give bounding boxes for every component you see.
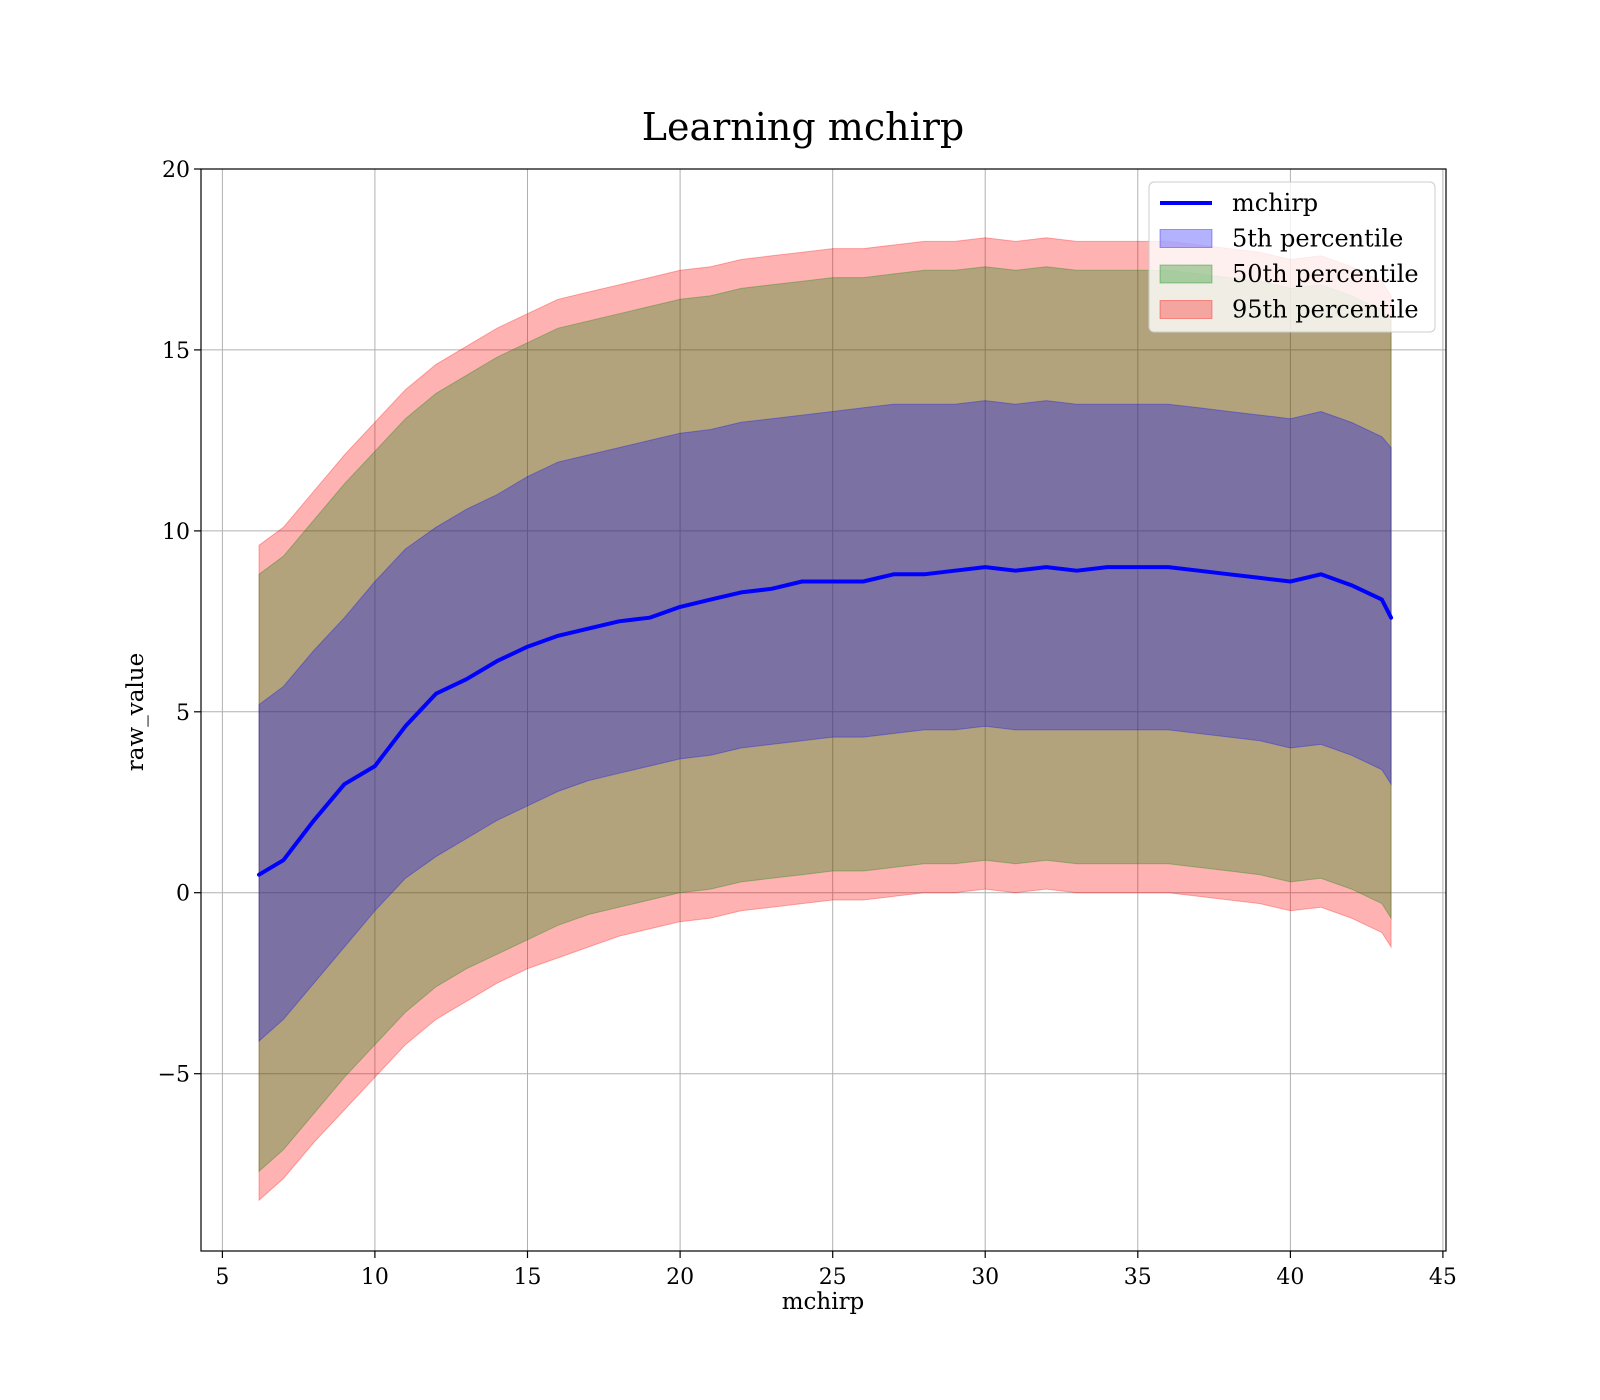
x-axis-label: mchirp: [782, 1289, 865, 1315]
y-tick-label-2: 5: [176, 701, 190, 726]
legend-label-50th-percentile: 50th percentile: [1232, 260, 1419, 288]
x-tick-label-1: 10: [361, 1265, 389, 1290]
chart-title: Learning mchirp: [642, 105, 964, 149]
x-tick-label-4: 25: [819, 1265, 847, 1290]
legend-swatch-95th-percentile: [1159, 300, 1213, 319]
legend-label-5th-percentile: 5th percentile: [1232, 225, 1403, 253]
y-axis-label: raw_value: [123, 653, 149, 771]
x-tick-label-5: 30: [971, 1265, 999, 1290]
legend-swatch-50th-percentile: [1159, 264, 1213, 284]
y-tick-label-4: 15: [162, 339, 190, 364]
legend: mchirp 5th percentile 50th percentile 95th …: [1148, 181, 1436, 333]
x-tick-label-3: 20: [666, 1265, 694, 1290]
x-tick-label-0: 5: [215, 1265, 229, 1290]
band-5th-percentile: [258, 400, 1392, 1043]
legend-label-mchirp: mchirp: [1232, 189, 1318, 217]
x-tick-label-2: 15: [514, 1265, 542, 1290]
mchirp-line-layer: [257, 565, 1394, 877]
x-tick-label-7: 40: [1276, 1265, 1304, 1290]
legend-box: [1148, 181, 1436, 333]
legend-label-95th-percentile: 95th percentile: [1232, 296, 1419, 324]
percentile-bands: [258, 237, 1392, 1202]
y-tick-label-3: 10: [162, 520, 190, 545]
y-tick-label-0: −5: [158, 1063, 190, 1088]
band-50th-percentile: [258, 266, 1392, 1173]
x-axis-ticks: 5 10 15 20 25 30 35 40 45: [215, 1251, 1457, 1290]
y-tick-label-1: 0: [176, 882, 190, 907]
plot-area-frame: [200, 168, 1447, 1252]
band-95th-percentile: [258, 237, 1392, 1202]
x-tick-label-8: 45: [1429, 1265, 1457, 1290]
y-tick-label-5: 20: [162, 158, 190, 183]
x-tick-label-6: 35: [1124, 1265, 1152, 1290]
legend-entries: mchirp 5th percentile 50th percentile 95th …: [1159, 189, 1419, 324]
mchirp-line: [257, 565, 1394, 877]
y-axis-ticks: −5 0 5 10 15 20: [158, 158, 201, 1088]
legend-swatch-5th-percentile: [1159, 229, 1213, 248]
